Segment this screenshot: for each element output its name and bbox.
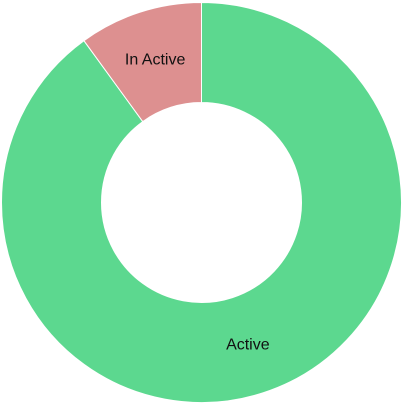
slice-in-active[interactable] [83,1,202,123]
slice-label-active: Active [226,337,270,354]
labels-layer: Active In Active [125,51,270,353]
slice-label-in-active: In Active [125,51,186,68]
